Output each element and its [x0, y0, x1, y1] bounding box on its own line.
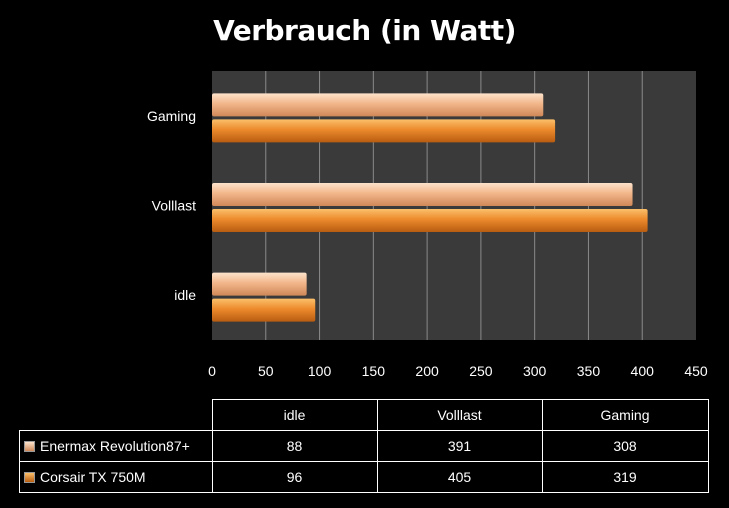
table-cell: 96	[211, 461, 378, 493]
x-tick-label: 100	[308, 363, 332, 379]
table-cell: 391	[376, 430, 543, 462]
x-tick-label: 150	[362, 363, 386, 379]
table-cell: 88	[211, 430, 378, 462]
chart-title: Verbrauch (in Watt)	[213, 14, 516, 47]
y-category-label: Volllast	[152, 198, 196, 214]
table-header-cell: idle	[211, 399, 378, 431]
table-cell: 308	[541, 430, 709, 462]
table-row: Enermax Revolution87+ 88 391 308	[19, 430, 709, 462]
bar	[212, 298, 316, 322]
table-cell: 405	[376, 461, 543, 493]
bar	[212, 272, 307, 296]
series-name: Corsair TX 750M	[40, 469, 146, 485]
bar	[212, 209, 648, 232]
x-tick-label: 0	[208, 363, 216, 379]
legend-entry: Corsair TX 750M	[19, 461, 213, 493]
legend-entry: Enermax Revolution87+	[19, 430, 213, 462]
legend-key-icon	[24, 441, 35, 452]
table-cell: 319	[541, 461, 709, 493]
series-name: Enermax Revolution87+	[40, 438, 190, 454]
legend-key-icon	[24, 472, 35, 483]
bar	[212, 119, 556, 143]
x-tick-label: 450	[684, 363, 708, 379]
table-row: Corsair TX 750M 96 405 319	[19, 461, 709, 493]
data-table: idle Volllast Gaming Enermax Revolution8…	[19, 399, 709, 493]
y-category-label: Gaming	[147, 108, 196, 124]
x-tick-label: 350	[577, 363, 601, 379]
x-tick-label: 250	[469, 363, 493, 379]
bar	[212, 183, 633, 206]
x-tick-label: 200	[415, 363, 439, 379]
x-tick-label: 400	[631, 363, 655, 379]
table-header-cell: Gaming	[541, 399, 709, 431]
bar-chart: 0 50 100 150 200 250 300 350 400 450 idle Volllast G…	[147, 71, 708, 379]
y-category-label: idle	[174, 287, 196, 303]
bar	[212, 93, 544, 117]
x-tick-label: 50	[258, 363, 274, 379]
x-tick-label: 300	[523, 363, 547, 379]
table-header-cell: Volllast	[376, 399, 543, 431]
table-header-row: idle Volllast Gaming	[19, 399, 709, 431]
